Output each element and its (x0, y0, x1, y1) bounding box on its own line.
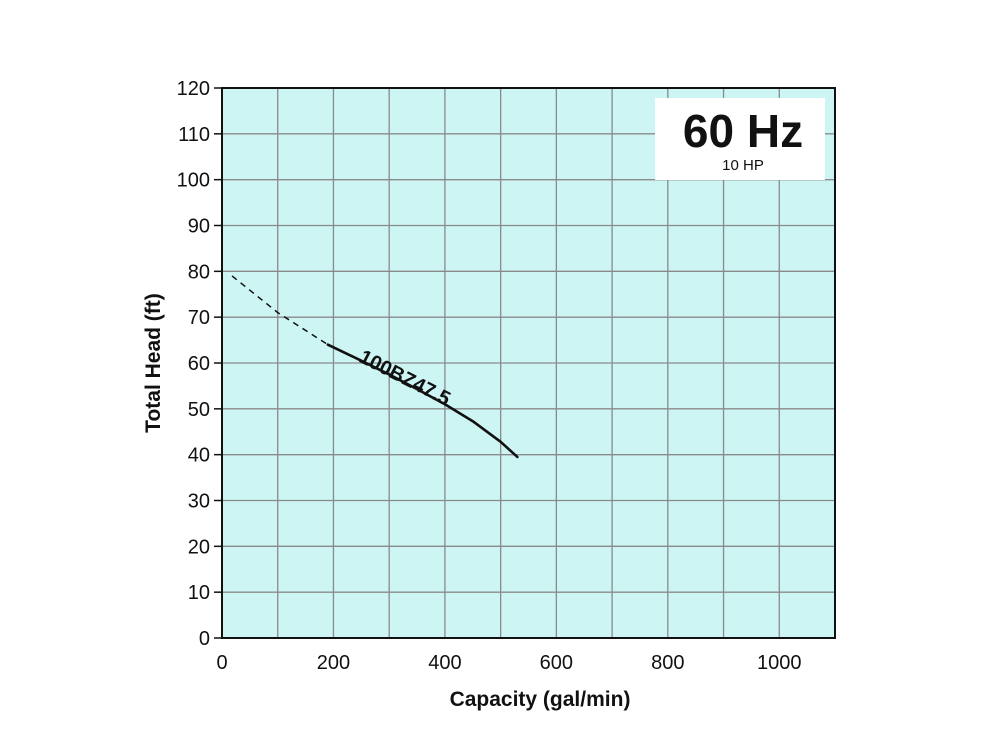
y-axis-ticks: 0 10 20 30 40 50 60 70 80 90 100 110 120 (177, 78, 222, 650)
y-tick-label: 110 (178, 124, 210, 146)
y-axis-label: Total Head (ft) (142, 293, 165, 433)
y-tick-label: 10 (188, 582, 210, 604)
y-tick-label: 50 (188, 399, 210, 421)
y-tick-label: 120 (177, 78, 210, 100)
y-tick-label: 90 (188, 216, 210, 238)
legend-box (655, 98, 825, 180)
x-tick-label: 0 (216, 652, 227, 674)
curve-dashed-extension (231, 275, 329, 346)
y-tick-label: 60 (188, 353, 210, 375)
frequency-label: 60 Hz (683, 105, 803, 157)
y-tick-label: 30 (188, 491, 210, 513)
x-tick-label: 1000 (757, 652, 802, 674)
x-tick-label: 600 (540, 652, 573, 674)
x-tick-label: 400 (428, 652, 461, 674)
y-tick-label: 0 (199, 628, 210, 650)
curve-line (326, 343, 519, 459)
x-tick-label: 800 (651, 652, 684, 674)
x-axis-ticks: 0 200 400 600 800 1000 (216, 652, 801, 674)
y-tick-label: 100 (177, 170, 210, 192)
y-tick-label: 40 (188, 445, 210, 467)
x-axis-label: Capacity (gal/min) (450, 688, 631, 711)
y-tick-label: 70 (188, 307, 210, 329)
power-label: 10 HP (722, 157, 764, 174)
x-tick-label: 200 (317, 652, 350, 674)
y-tick-label: 80 (188, 261, 210, 283)
y-tick-label: 20 (188, 536, 210, 558)
